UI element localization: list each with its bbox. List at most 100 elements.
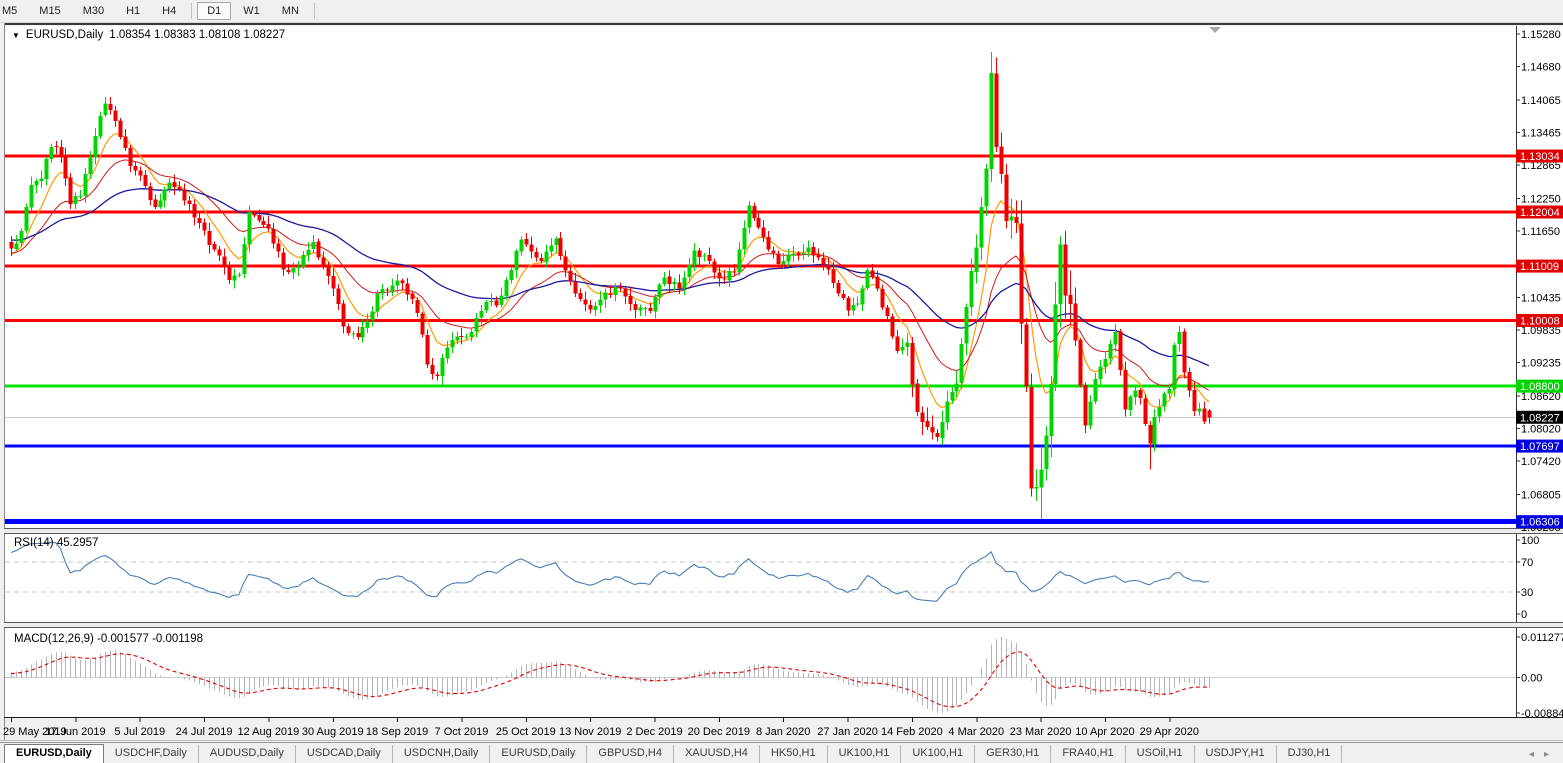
timeframe-button-mn[interactable]: MN xyxy=(281,5,299,17)
chart-ohlc-values: 1.08354 1.08383 1.08108 1.08227 xyxy=(109,29,286,41)
chart-tab-usdchf-daily[interactable]: USDCHF,Daily xyxy=(104,745,199,763)
chart-shift-marker-icon xyxy=(1209,27,1221,33)
price-tag-106306: 1.06306 xyxy=(1516,515,1563,529)
svg-text:13 Nov 2019: 13 Nov 2019 xyxy=(559,726,621,738)
svg-text:1.08020: 1.08020 xyxy=(1521,424,1561,436)
chart-tab-eurusd-daily[interactable]: EURUSD,Daily xyxy=(490,745,588,763)
chart-dropdown-icon[interactable]: ▼ xyxy=(12,30,20,40)
svg-text:1.09235: 1.09235 xyxy=(1521,357,1561,369)
price-tag-108227: 1.08227 xyxy=(1516,410,1563,424)
svg-text:20 Dec 2019: 20 Dec 2019 xyxy=(688,726,750,738)
svg-text:1.13034: 1.13034 xyxy=(1520,151,1560,163)
chart-symbol-label: EURUSD,Daily xyxy=(25,29,104,41)
chart-tab-uk100-h1[interactable]: UK100,H1 xyxy=(901,745,976,763)
svg-text:1.08227: 1.08227 xyxy=(1520,412,1560,424)
svg-text:1.09835: 1.09835 xyxy=(1521,325,1561,337)
timeframe-toolbar: M5 M15 M30 H1 H4 D1 W1 MN xyxy=(0,0,1563,23)
chart-tab-usdjpy-h1[interactable]: USDJPY,H1 xyxy=(1195,745,1277,763)
chart-tabbar: EURUSD,Daily USDCHF,Daily AUDUSD,Daily USDC… xyxy=(0,742,1563,763)
svg-text:27 Jan 2020: 27 Jan 2020 xyxy=(817,726,878,738)
svg-text:1.06805: 1.06805 xyxy=(1521,490,1561,502)
chart-tab-usdcad-daily[interactable]: USDCAD,Daily xyxy=(296,745,393,763)
chart-tab-usoil-h1[interactable]: USOil,H1 xyxy=(1126,745,1195,763)
svg-text:1.08620: 1.08620 xyxy=(1521,391,1561,403)
macd-panel xyxy=(5,637,1516,713)
svg-text:4 Mar 2020: 4 Mar 2020 xyxy=(948,726,1004,738)
chart-tab-xauusd-h4[interactable]: XAUUSD,H4 xyxy=(674,745,760,763)
svg-text:8 Jan 2020: 8 Jan 2020 xyxy=(756,726,810,738)
svg-text:2 Dec 2019: 2 Dec 2019 xyxy=(626,726,682,738)
svg-text:1.13465: 1.13465 xyxy=(1521,128,1561,140)
svg-text:14 Feb 2020: 14 Feb 2020 xyxy=(881,726,943,738)
rsi-line xyxy=(10,541,1209,602)
timeframe-button-m30[interactable]: M30 xyxy=(82,5,105,17)
price-axis: 1.15280 1.14680 1.14065 1.13465 1.12865 1.122… xyxy=(1516,29,1563,621)
toolbar-divider xyxy=(191,3,193,19)
svg-text:1.06306: 1.06306 xyxy=(1520,517,1560,529)
chart-tab-eurusd-daily[interactable]: EURUSD,Daily xyxy=(4,744,104,763)
svg-text:1.14680: 1.14680 xyxy=(1521,62,1561,74)
svg-text:30 Aug 2019: 30 Aug 2019 xyxy=(302,726,364,738)
svg-text:0.00: 0.00 xyxy=(1521,672,1542,684)
svg-text:17 Jun 2019: 17 Jun 2019 xyxy=(45,726,106,738)
timeframe-button-m5[interactable]: M5 xyxy=(2,5,18,17)
price-tag-113034: 1.13034 xyxy=(1516,149,1563,163)
svg-text:-0.008845: -0.008845 xyxy=(1521,708,1563,720)
tabbar-scroll-right-icon[interactable]: ▸ xyxy=(1543,749,1549,760)
price-tag-112004: 1.12004 xyxy=(1516,205,1563,219)
svg-text:70: 70 xyxy=(1521,557,1533,569)
price-tag-111009: 1.11009 xyxy=(1516,259,1563,273)
svg-text:23 Mar 2020: 23 Mar 2020 xyxy=(1010,726,1072,738)
rsi-indicator-label: RSI(14) 45.2957 xyxy=(14,537,99,549)
svg-text:1.12004: 1.12004 xyxy=(1520,207,1560,219)
svg-text:10 Apr 2020: 10 Apr 2020 xyxy=(1075,726,1134,738)
price-tag-108800: 1.08800 xyxy=(1516,379,1563,393)
svg-text:1.15280: 1.15280 xyxy=(1521,29,1561,41)
macd-histogram xyxy=(11,637,1210,713)
chart-tab-dj30-h1[interactable]: DJ30,H1 xyxy=(1277,745,1343,763)
svg-text:18 Sep 2019: 18 Sep 2019 xyxy=(366,726,428,738)
svg-text:0.011277: 0.011277 xyxy=(1521,632,1563,644)
svg-text:29 May 2019: 29 May 2019 xyxy=(3,726,67,738)
svg-text:0: 0 xyxy=(1521,609,1527,621)
timeframe-button-h4[interactable]: H4 xyxy=(162,5,177,17)
chart-tab-hk50-h1[interactable]: HK50,H1 xyxy=(760,745,828,763)
chart-title: ▼ EURUSD,Daily 1.08354 1.08383 1.08108 1… xyxy=(12,29,285,41)
macd-signal-line xyxy=(10,651,1209,708)
svg-text:1.10435: 1.10435 xyxy=(1521,292,1561,304)
timeframe-button-d1[interactable]: D1 xyxy=(197,2,232,20)
svg-text:5 Jul 2019: 5 Jul 2019 xyxy=(114,726,165,738)
chart-tab-audusd-daily[interactable]: AUDUSD,Daily xyxy=(199,745,296,763)
svg-text:1.08800: 1.08800 xyxy=(1520,381,1560,393)
chart-tab-ger30-h1[interactable]: GER30,H1 xyxy=(975,745,1052,763)
svg-text:29 Apr 2020: 29 Apr 2020 xyxy=(1140,726,1199,738)
chart-tab-uk100-h1[interactable]: UK100,H1 xyxy=(828,745,902,763)
svg-text:1.12250: 1.12250 xyxy=(1521,194,1561,206)
svg-text:1.07420: 1.07420 xyxy=(1521,456,1561,468)
svg-text:100: 100 xyxy=(1521,535,1539,547)
tabbar-scroll-left-icon[interactable]: ◂ xyxy=(1528,749,1534,760)
chart-tab-fra40-h1[interactable]: FRA40,H1 xyxy=(1051,745,1126,763)
toolbar-divider xyxy=(313,3,315,19)
chart-tab-gbpusd-h4[interactable]: GBPUSD,H4 xyxy=(587,745,674,763)
svg-text:1.11650: 1.11650 xyxy=(1521,226,1560,238)
timeframe-button-m15[interactable]: M15 xyxy=(39,5,61,17)
svg-text:25 Oct 2019: 25 Oct 2019 xyxy=(496,726,556,738)
chart-tab-usdcnh-daily[interactable]: USDCNH,Daily xyxy=(393,745,491,763)
candles xyxy=(9,51,1212,519)
svg-text:12 Aug 2019: 12 Aug 2019 xyxy=(238,726,300,738)
svg-text:1.10008: 1.10008 xyxy=(1520,315,1560,327)
svg-text:24 Jul 2019: 24 Jul 2019 xyxy=(176,726,233,738)
svg-text:1.11009: 1.11009 xyxy=(1520,261,1559,273)
timeframe-button-h1[interactable]: H1 xyxy=(126,5,141,17)
svg-text:1.07697: 1.07697 xyxy=(1520,441,1560,453)
timeframe-button-w1[interactable]: W1 xyxy=(243,5,260,17)
tabbar-scrollers: ◂ ▸ xyxy=(1529,749,1563,763)
svg-text:1.14065: 1.14065 xyxy=(1521,95,1561,107)
rsi-panel xyxy=(5,541,1516,602)
svg-text:30: 30 xyxy=(1521,587,1533,599)
macd-indicator-label: MACD(12,26,9) -0.001577 -0.001198 xyxy=(14,633,204,645)
svg-text:7 Oct 2019: 7 Oct 2019 xyxy=(435,726,489,738)
price-tag-110008: 1.10008 xyxy=(1516,313,1563,327)
